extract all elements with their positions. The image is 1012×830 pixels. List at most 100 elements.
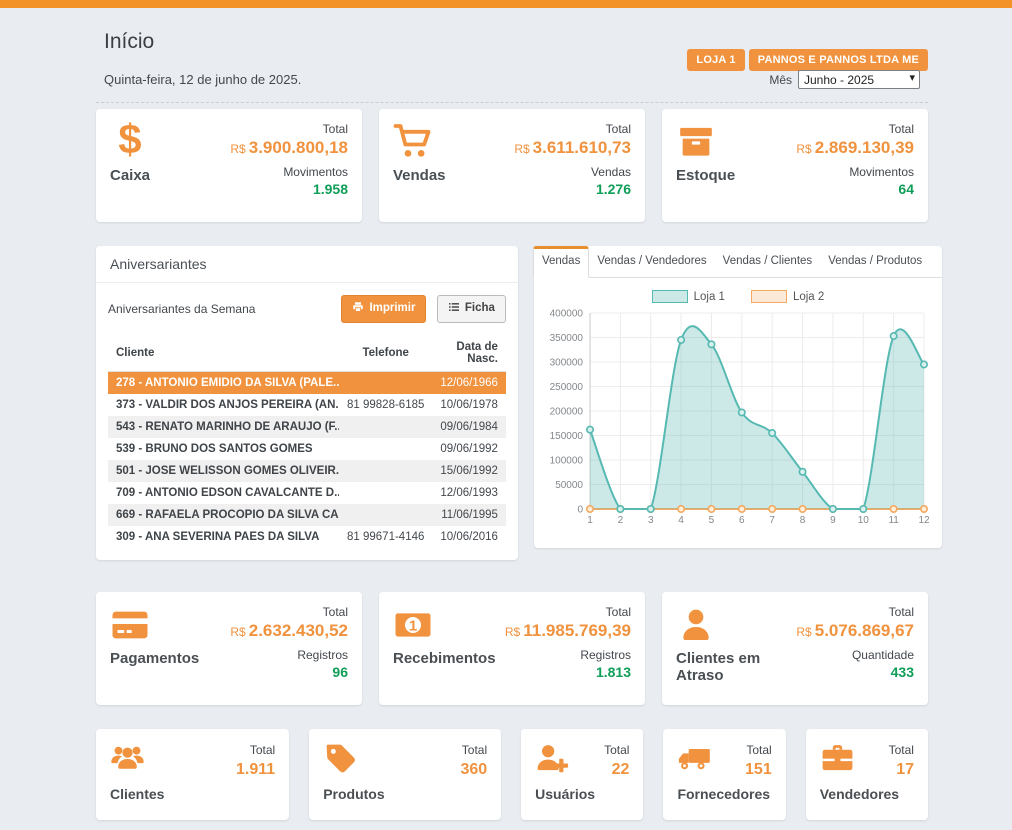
cell-data-nasc: 09/06/1992 [432,438,506,460]
metric-value: 433 [796,664,914,680]
card-title: Fornecedores [677,786,770,802]
cell-telefone: 81 99671-4146 [339,526,432,548]
table-row[interactable]: 669 - RAFAELA PROCOPIO DA SILVA CA... 11/… [108,504,506,526]
table-row[interactable]: 309 - ANA SEVERINA PAES DA SILVA81 99671… [108,526,506,548]
legend-label: Loja 2 [793,291,824,303]
table-row[interactable]: 543 - RENATO MARINHO DE ARAUJO (F...09/0… [108,416,506,438]
count-card-usuarios: Total22Usuários [521,729,643,820]
tab-vendas-produtos[interactable]: Vendas / Produtos [820,246,930,277]
cell-cliente: 709 - ANTONIO EDSON CAVALCANTE D... [108,482,339,504]
total-label: Total [462,743,487,757]
metric-value: 1.958 [230,181,348,197]
card-title: Vendas [393,167,446,184]
cell-data-nasc: 12/06/1993 [432,482,506,504]
svg-text:0: 0 [577,505,583,516]
cell-data-nasc: 10/06/1978 [432,394,506,416]
total-label: Total [796,122,914,136]
chart-tabs: VendasVendas / VendedoresVendas / Client… [534,246,942,278]
total-label: Total [604,743,629,757]
card-title: Pagamentos [110,650,199,667]
currency-prefix: R$ [230,625,245,639]
card-title: Recebimentos [393,650,496,667]
top-accent-bar [0,0,1012,8]
header-subrow: Quinta-feira, 12 de junho de 2025. Mês J… [96,70,928,103]
metric-value: 1.813 [505,664,631,680]
briefcase-icon [820,741,855,776]
table-row[interactable]: 539 - BRUNO DOS SANTOS GOMES09/06/1992 [108,438,506,460]
amount-value: 2.869.130,39 [815,138,914,157]
card-title: Vendedores [820,786,899,802]
store-badge-pannos-e-pannos-ltda-me[interactable]: PANNOS E PANNOS LTDA ME [749,49,928,71]
tab-vendas[interactable]: Vendas [533,246,589,278]
ficha-button[interactable]: Ficha [437,295,506,323]
month-select-wrap: Junho - 2025 [798,70,920,89]
total-label: Total [514,122,631,136]
tab-vendas-vendedores[interactable]: Vendas / Vendedores [589,246,714,277]
summary-card-caixa: $CaixaTotalR$3.900.800,18Movimentos1.958 [96,109,362,222]
table-row[interactable]: 709 - ANTONIO EDSON CAVALCANTE D... 12/06… [108,482,506,504]
metric-value: 64 [796,181,914,197]
cell-telefone [339,482,432,504]
tab-vendas-clientes[interactable]: Vendas / Clientes [715,246,821,277]
svg-text:400000: 400000 [550,309,584,320]
summary-card-pagamentos: PagamentosTotalR$2.632.430,52Registros96 [96,592,362,705]
summary-card-vendas: VendasTotalR$3.611.610,73Vendas1.276 [379,109,645,222]
svg-text:7: 7 [769,515,775,526]
archive-icon [676,122,716,162]
cell-data-nasc: 09/06/1984 [432,416,506,438]
svg-text:12: 12 [918,515,930,526]
total-amount: R$3.611.610,73 [514,138,631,158]
legend-item-loja-2[interactable]: Loja 2 [751,290,824,303]
svg-text:1: 1 [587,515,593,526]
month-label: Mês [769,73,792,87]
birthdays-actions: Imprimir Ficha [341,295,506,323]
user-plus-icon [535,741,570,776]
table-row[interactable]: 501 - JOSE WELISSON GOMES OLIVEIR...15/0… [108,460,506,482]
metric-label: Quantidade [796,648,914,662]
card-title: Caixa [110,167,150,184]
metric-value: 1.276 [514,181,631,197]
cell-cliente: 501 - JOSE WELISSON GOMES OLIVEIR... [108,460,339,482]
summary-card-clientes-em-atraso: Clientes em AtrasoTotalR$5.076.869,67Qua… [662,592,928,705]
cell-data-nasc: 11/06/1995 [432,504,506,526]
svg-text:9: 9 [830,515,836,526]
total-label: Total [796,605,914,619]
cell-telefone [339,438,432,460]
svg-text:300000: 300000 [550,358,584,369]
total-amount: R$3.900.800,18 [230,138,348,158]
truck-icon [677,741,712,776]
svg-text:11: 11 [888,515,899,526]
chart-legend: Loja 1 Loja 2 [544,290,932,303]
month-select[interactable]: Junho - 2025 [798,70,920,89]
total-label: Total [230,605,348,619]
total-label: Total [889,743,914,757]
birthdays-panel: Aniversariantes Aniversariantes da Seman… [96,246,518,560]
total-label: Total [230,122,348,136]
cell-data-nasc: 10/06/2016 [432,526,506,548]
count-cards-row: Total1.911ClientesTotal360ProdutosTotal2… [96,729,928,820]
svg-text:8: 8 [800,515,806,526]
count-value: 1.911 [236,761,275,779]
count-card-produtos: Total360Produtos [309,729,501,820]
col-telefone: Telefone [339,335,432,372]
amount-value: 3.611.610,73 [533,138,631,157]
print-button[interactable]: Imprimir [341,295,426,323]
legend-item-loja-1[interactable]: Loja 1 [652,290,725,303]
count-value: 360 [460,761,487,779]
summary-cards-row2: PagamentosTotalR$2.632.430,52Registros96… [96,592,928,705]
card-title: Clientes [110,786,164,802]
store-badge-loja-1[interactable]: LOJA 1 [687,49,744,71]
svg-text:150000: 150000 [550,431,584,442]
table-row[interactable]: 278 - ANTONIO EMIDIO DA SILVA (PALE...12… [108,371,506,394]
currency-prefix: R$ [796,625,811,639]
sales-area-chart: 0500001000001500002000002500003000003500… [544,305,932,536]
money-bill-icon: 1 [393,605,433,645]
total-label: Total [746,743,771,757]
amount-value: 3.900.800,18 [249,138,348,157]
table-row[interactable]: 373 - VALDIR DOS ANJOS PEREIRA (AN...81 … [108,394,506,416]
cell-telefone [339,371,432,394]
cell-cliente: 373 - VALDIR DOS ANJOS PEREIRA (AN... [108,394,339,416]
cell-cliente: 669 - RAFAELA PROCOPIO DA SILVA CA... [108,504,339,526]
currency-prefix: R$ [505,625,520,639]
metric-label: Movimentos [796,165,914,179]
